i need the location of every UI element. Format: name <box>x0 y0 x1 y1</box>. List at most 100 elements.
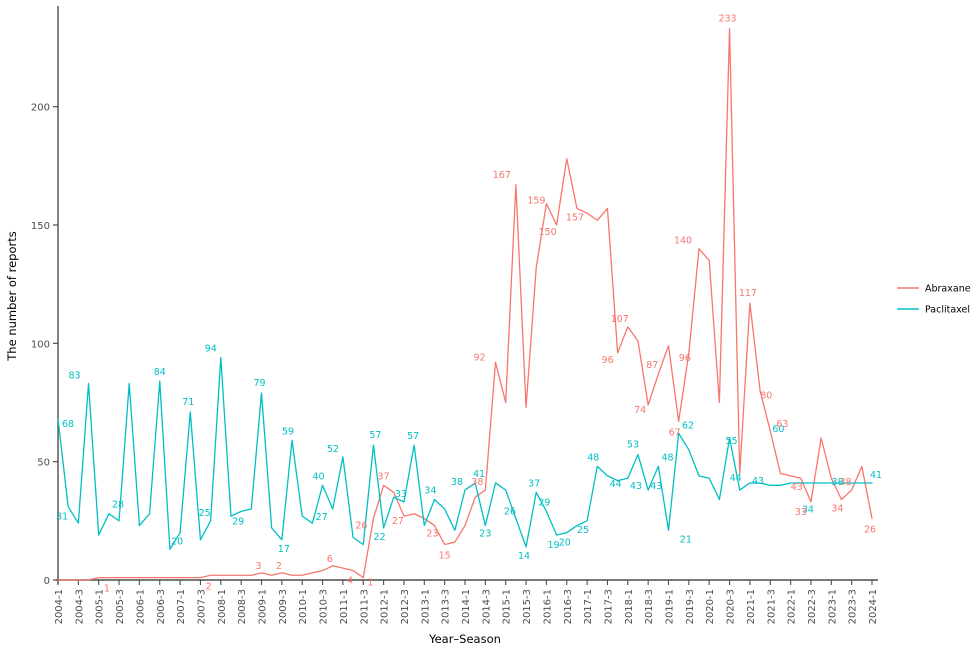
x-tick-label: 2023-3 <box>848 589 859 624</box>
point-label: 57 <box>407 431 419 442</box>
point-label: 28 <box>112 500 124 511</box>
point-label: 43 <box>791 482 803 493</box>
point-label: 29 <box>232 516 244 527</box>
point-label: 48 <box>661 452 673 463</box>
x-tick-label: 2005-1 <box>95 589 106 624</box>
x-tick-label: 2021-3 <box>766 589 777 624</box>
point-label: 79 <box>253 378 265 389</box>
point-label: 34 <box>802 505 814 516</box>
point-label: 57 <box>369 430 381 441</box>
x-tick-label: 2015-1 <box>502 589 513 624</box>
point-label: 23 <box>426 529 438 540</box>
x-tick-label: 2022-1 <box>787 589 798 624</box>
x-tick-label: 2018-3 <box>644 589 655 624</box>
x-tick-label: 2009-1 <box>258 589 269 624</box>
y-tick-label: 150 <box>31 221 50 232</box>
y-axis-title: The number of reports <box>5 231 19 361</box>
point-label: 140 <box>674 236 692 247</box>
point-label: 38 <box>831 477 843 488</box>
point-label: 38 <box>471 477 483 488</box>
point-label: 6 <box>327 554 333 565</box>
x-tick-label: 2021-1 <box>746 589 757 624</box>
point-label: 74 <box>634 405 646 416</box>
y-axis: 0 50 100 150 200 <box>31 6 59 587</box>
x-tick-label: 2010-3 <box>319 589 330 624</box>
x-axis-title: Year–Season <box>428 632 501 646</box>
data-point-labels: 6831832884207125942979175940275222573357… <box>56 14 882 595</box>
x-tick-label: 2019-3 <box>685 589 696 624</box>
x-tick-label: 2014-1 <box>461 589 472 624</box>
point-label: 233 <box>718 14 736 25</box>
point-label: 43 <box>630 481 642 492</box>
point-label: 43 <box>650 481 662 492</box>
point-label: 23 <box>479 529 491 540</box>
point-label: 167 <box>493 170 511 181</box>
point-label: 1 <box>104 584 110 595</box>
x-tick-label: 2009-3 <box>278 589 289 624</box>
point-label: 107 <box>611 314 629 325</box>
point-label: 33 <box>395 489 407 500</box>
point-label: 37 <box>528 478 540 489</box>
point-label: 37 <box>378 471 390 482</box>
point-label: 4 <box>347 576 353 587</box>
series-line-abraxane <box>57 27 873 581</box>
x-tick-label: 2010-1 <box>298 589 309 624</box>
legend-label-abraxane[interactable]: Abraxane <box>925 284 971 295</box>
x-tick-label: 2007-1 <box>176 589 187 624</box>
point-label: 159 <box>527 196 545 207</box>
point-label: 71 <box>182 397 194 408</box>
point-label: 96 <box>679 353 691 364</box>
data-series-group <box>57 27 873 581</box>
point-label: 67 <box>669 427 681 438</box>
y-tick-label: 0 <box>44 576 50 587</box>
x-tick-label: 2017-3 <box>603 589 614 624</box>
point-label: 2 <box>276 561 282 572</box>
point-label: 26 <box>355 520 367 531</box>
point-label: 117 <box>739 288 757 299</box>
point-label: 84 <box>154 367 166 378</box>
y-tick-label: 50 <box>37 458 50 469</box>
x-tick-label: 2012-1 <box>380 589 391 624</box>
x-tick-label: 2014-3 <box>481 589 492 624</box>
point-label: 43 <box>752 476 764 487</box>
x-tick-label: 2012-3 <box>400 589 411 624</box>
x-tick-label: 2004-3 <box>74 589 85 624</box>
x-tick-label: 2011-3 <box>359 589 370 624</box>
x-tick-label: 2024-1 <box>868 589 879 624</box>
y-tick-label: 100 <box>31 339 50 350</box>
point-label: 83 <box>68 371 80 382</box>
x-tick-label: 2022-3 <box>807 589 818 624</box>
point-label: 53 <box>627 440 639 451</box>
point-label: 26 <box>864 524 876 535</box>
x-tick-label: 2006-3 <box>156 589 167 624</box>
x-tick-label: 2020-3 <box>726 589 737 624</box>
x-tick-label: 2008-1 <box>217 589 228 624</box>
point-label: 14 <box>518 551 530 562</box>
point-label: 41 <box>473 469 485 480</box>
x-tick-label: 2007-3 <box>196 589 207 624</box>
point-label: 63 <box>776 419 788 430</box>
point-label: 34 <box>424 486 436 497</box>
point-label: 150 <box>539 227 557 238</box>
point-label: 92 <box>473 352 485 363</box>
x-tick-label: 2005-3 <box>115 589 126 624</box>
point-label: 27 <box>392 516 404 527</box>
point-label: 29 <box>538 497 550 508</box>
x-tick-label: 2015-3 <box>522 589 533 624</box>
point-label: 20 <box>559 538 571 549</box>
x-tick-label: 2018-1 <box>624 589 635 624</box>
point-label: 38 <box>451 477 463 488</box>
point-label: 94 <box>205 344 217 355</box>
x-tick-label: 2008-3 <box>237 589 248 624</box>
point-label: 68 <box>62 419 74 430</box>
point-label: 34 <box>831 504 843 515</box>
point-label: 3 <box>255 561 261 572</box>
point-label: 62 <box>682 420 694 431</box>
point-label: 38 <box>840 477 852 488</box>
legend-label-paclitaxel[interactable]: Paclitaxel <box>925 305 970 316</box>
point-label: 15 <box>439 551 451 562</box>
point-label: 33 <box>795 507 807 518</box>
point-label: 2 <box>206 581 212 592</box>
x-tick-label: 2020-1 <box>705 589 716 624</box>
